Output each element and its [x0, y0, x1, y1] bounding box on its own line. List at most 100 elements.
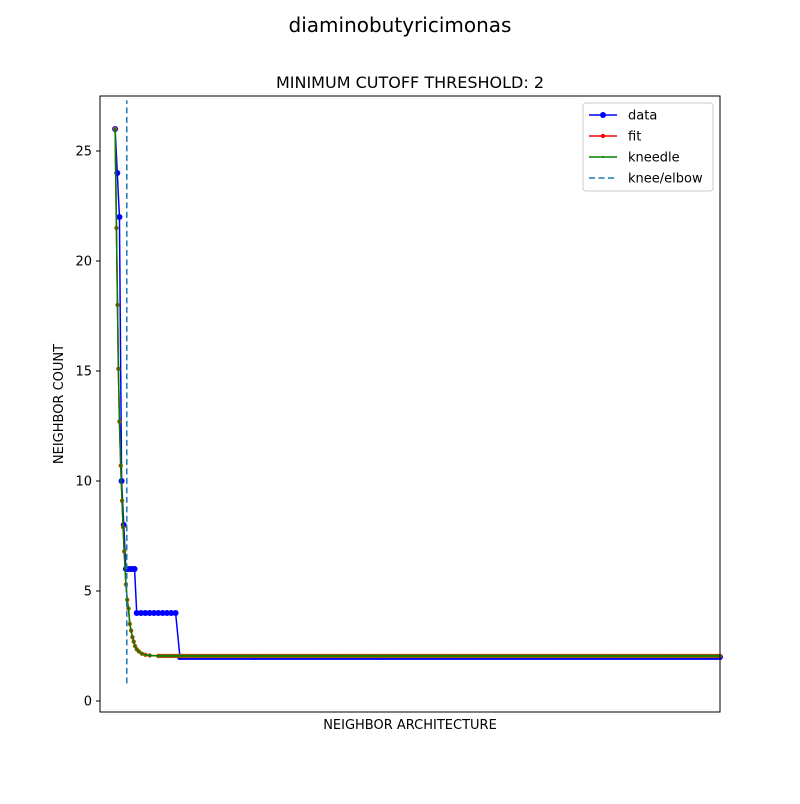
kneedle-point — [269, 654, 272, 657]
kneedle-point — [619, 654, 622, 657]
kneedle-point — [315, 654, 318, 657]
kneedle-point — [634, 654, 637, 657]
kneedle-point — [297, 654, 300, 657]
kneedle-point — [528, 654, 531, 657]
kneedle-point — [585, 654, 588, 657]
kneedle-point — [539, 654, 542, 657]
kneedle-point — [518, 654, 521, 657]
kneedle-point — [451, 654, 454, 657]
kneedle-point — [645, 654, 648, 657]
kneedle-point — [695, 654, 698, 657]
kneedle-point — [131, 636, 134, 639]
kneedle-point — [267, 654, 270, 657]
kneedle-point — [593, 654, 596, 657]
kneedle-point — [541, 654, 544, 657]
kneedle-point — [349, 654, 352, 657]
kneedle-point — [163, 654, 166, 657]
kneedle-point — [114, 128, 117, 130]
kneedle-point — [185, 654, 188, 657]
data-point — [151, 610, 158, 616]
kneedle-point — [224, 654, 227, 657]
kneedle-point — [261, 654, 264, 657]
kneedle-point — [306, 654, 309, 657]
kneedle-point — [591, 654, 594, 657]
kneedle-point — [703, 654, 706, 657]
kneedle-point — [563, 654, 566, 657]
kneedle-point — [401, 654, 404, 657]
kneedle-point — [123, 550, 126, 553]
kneedle-point — [649, 654, 652, 657]
kneedle-point — [429, 654, 432, 657]
kneedle-point — [217, 654, 220, 657]
kneedle-point — [399, 654, 402, 657]
kneedle-point — [604, 654, 607, 657]
kneedle-point — [498, 654, 501, 657]
kneedle-point — [608, 654, 611, 657]
kneedle-point — [360, 654, 363, 657]
kneedle-point — [425, 654, 428, 657]
kneedle-point — [682, 654, 685, 657]
kneedle-point — [509, 654, 512, 657]
kneedle-point — [453, 654, 456, 657]
kneedle-point — [697, 654, 700, 657]
kneedle-point — [494, 654, 497, 657]
kneedle-point — [636, 654, 639, 657]
kneedle-point — [436, 654, 439, 657]
kneedle-point — [159, 654, 162, 657]
kneedle-point — [643, 654, 646, 657]
kneedle-point — [621, 654, 624, 657]
kneedle-point — [546, 654, 549, 657]
kneedle-point — [474, 654, 477, 657]
kneedle-point — [520, 654, 523, 657]
kneedle-point — [170, 654, 173, 657]
kneedle-point — [632, 654, 635, 657]
kneedle-point — [207, 654, 210, 657]
y-tick-label: 15 — [75, 365, 92, 380]
kneedle-point — [410, 654, 413, 657]
kneedle-point — [148, 654, 151, 657]
kneedle-point — [515, 654, 518, 657]
kneedle-point — [364, 654, 367, 657]
kneedle-point — [289, 654, 292, 657]
kneedle-point — [366, 654, 369, 657]
kneedle-point — [117, 367, 120, 370]
kneedle-point — [680, 654, 683, 657]
kneedle-point — [548, 654, 551, 657]
kneedle-point — [448, 654, 451, 657]
kneedle-point — [483, 654, 486, 657]
data-point — [172, 610, 179, 616]
kneedle-point — [338, 654, 341, 657]
kneedle-point — [213, 654, 216, 657]
kneedle-point — [677, 654, 680, 657]
kneedle-point — [379, 654, 382, 657]
kneedle-point — [115, 227, 118, 229]
kneedle-point — [178, 654, 181, 657]
kneedle-point — [176, 654, 179, 657]
kneedle-point — [369, 654, 372, 657]
y-tick-label: 5 — [84, 585, 92, 600]
kneedle-point — [174, 654, 177, 657]
kneedle-point — [388, 654, 391, 657]
kneedle-point — [202, 654, 205, 657]
kneedle-point — [438, 654, 441, 657]
kneedle-point — [347, 654, 350, 657]
kneedle-point — [623, 654, 626, 657]
kneedle-point — [444, 654, 447, 657]
kneedle-point — [187, 654, 190, 657]
kneedle-point — [299, 654, 302, 657]
kneedle-point — [554, 654, 557, 657]
kneedle-point — [353, 654, 356, 657]
y-tick-label: 0 — [84, 695, 92, 710]
kneedle-point — [673, 654, 676, 657]
kneedle-point — [204, 654, 207, 657]
kneedle-point — [256, 654, 259, 657]
kneedle-point — [496, 654, 499, 657]
kneedle-point — [461, 654, 464, 657]
kneedle-point — [502, 654, 505, 657]
kneedle-point — [511, 654, 514, 657]
legend-label: data — [628, 109, 657, 124]
kneedle-point — [284, 654, 287, 657]
kneedle-point — [505, 654, 508, 657]
data-point — [159, 610, 166, 616]
legend-marker — [602, 156, 604, 158]
